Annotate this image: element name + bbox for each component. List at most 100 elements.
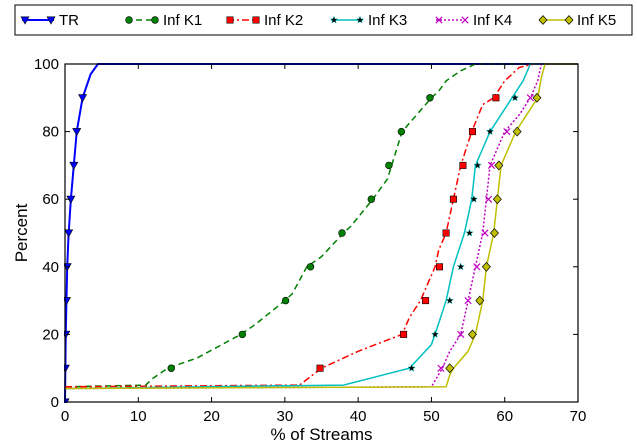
legend-marker (252, 16, 260, 24)
legend-label: TR (59, 12, 79, 29)
legend-marker (355, 15, 365, 24)
data-point (465, 228, 474, 237)
data-point (468, 128, 476, 136)
x-axis: 0 10 20 30 40 50 60 70 (61, 64, 587, 425)
data-point (338, 229, 346, 237)
data-point (492, 194, 502, 205)
data-point (484, 195, 493, 203)
data-point (473, 263, 481, 271)
legend-marker (226, 16, 234, 24)
data-point (316, 364, 324, 372)
legend-item: Inf K1 (125, 12, 202, 29)
data-point (435, 263, 443, 271)
data-point (457, 330, 465, 339)
data-point (449, 195, 457, 203)
data-point (485, 127, 495, 136)
data-point (69, 161, 79, 171)
x-tick-label: 70 (570, 408, 587, 425)
legend-marker (435, 16, 443, 24)
data-point (489, 228, 499, 238)
data-point (494, 160, 504, 171)
x-tick-label: 50 (423, 408, 440, 425)
legend-item: Inf K3 (329, 12, 407, 29)
legend: TR Inf K1 Inf K2 Inf K3 Inf K4 Inf K5 (14, 4, 633, 36)
data-point (445, 363, 455, 374)
y-tick-label: 0 (51, 394, 59, 411)
data-point (473, 161, 482, 169)
data-point (487, 161, 496, 170)
y-tick-label: 60 (42, 191, 59, 208)
legend-item: TR (20, 12, 79, 29)
series-inf-k4 (64, 63, 578, 390)
y-tick-label: 40 (42, 259, 59, 276)
plot-area-frame (64, 63, 579, 403)
legend-label: Inf K3 (368, 12, 407, 29)
legend-item: Inf K5 (538, 12, 616, 29)
series-inf-k1 (64, 63, 578, 388)
legend-marker (564, 15, 574, 25)
data-point (481, 261, 491, 272)
y-tick-label: 20 (42, 326, 59, 343)
data-point (281, 296, 290, 305)
data-point (437, 364, 445, 372)
data-point (456, 262, 465, 271)
data-point (459, 161, 467, 169)
legend-item: Inf K4 (435, 12, 512, 29)
data-point (481, 229, 489, 237)
x-tick-label: 40 (350, 408, 367, 425)
data-point (422, 297, 430, 305)
data-point (385, 161, 393, 170)
data-point (467, 329, 477, 340)
legend-label: Inf K1 (163, 12, 202, 29)
series-layer (64, 63, 578, 403)
data-point (367, 195, 376, 203)
data-point (445, 296, 454, 305)
data-point (400, 330, 408, 338)
x-tick-label: 30 (277, 408, 294, 425)
data-point (475, 295, 485, 306)
series-inf-k3 (64, 63, 578, 390)
y-axis-label: Percent (12, 203, 31, 262)
data-point (510, 93, 520, 102)
data-point (238, 330, 247, 339)
data-point (503, 127, 511, 136)
data-point (306, 263, 315, 271)
series-inf-k2 (64, 63, 578, 388)
series-line (64, 63, 578, 390)
x-tick-label: 0 (61, 408, 69, 425)
legend-label: Inf K5 (577, 12, 616, 29)
legend-marker (538, 15, 548, 25)
data-point (426, 94, 434, 102)
legend-marker (20, 16, 30, 25)
data-point (72, 128, 82, 137)
y-tick-label: 100 (34, 56, 59, 73)
data-point (492, 94, 500, 102)
data-point (512, 126, 522, 137)
x-tick-label: 60 (496, 408, 513, 425)
y-axis: 0 20 40 60 80 100 (34, 56, 578, 411)
legend-item: Inf K2 (226, 12, 303, 29)
x-tick-label: 10 (130, 408, 147, 425)
x-tick-label: 20 (203, 408, 220, 425)
data-point (407, 363, 416, 372)
legend-box (14, 4, 633, 36)
legend-label: Inf K2 (264, 12, 303, 29)
legend-marker (151, 16, 159, 24)
legend-marker (461, 16, 469, 24)
legend-marker (46, 16, 56, 25)
data-point (64, 297, 71, 306)
data-point (430, 330, 440, 338)
data-point (78, 94, 88, 103)
legend-marker (125, 16, 133, 24)
data-point (532, 92, 542, 103)
data-point (526, 94, 534, 102)
series-line (64, 63, 578, 388)
series-line (64, 63, 578, 390)
data-point (469, 194, 479, 203)
series-line (64, 63, 578, 390)
legend-label: Inf K4 (473, 12, 512, 29)
series-line (64, 63, 578, 388)
data-point (167, 364, 175, 372)
data-point (397, 127, 406, 136)
